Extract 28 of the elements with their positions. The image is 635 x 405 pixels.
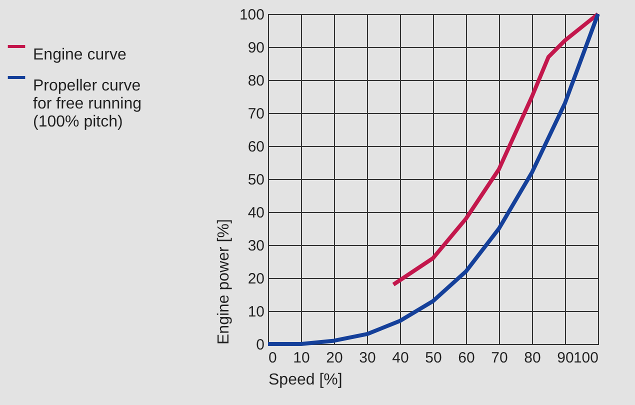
y-tick-label: 0 [256,336,264,354]
x-tick-label: 100 [573,350,598,366]
y-tick-label: 30 [248,238,264,254]
y-tick-label: 50 [248,172,264,188]
y-tick-label: 40 [248,204,264,222]
line-series [391,12,600,287]
x-tick-label: 10 [293,350,310,366]
line-series [266,12,600,346]
y-tick-label: 100 [239,6,264,24]
y-tick-label: 80 [248,72,264,90]
y-axis-title: Engine power [%] [215,219,232,344]
x-tick-label: 50 [425,350,442,366]
y-tick-label: 90 [248,40,264,56]
y-tick-label: 20 [248,270,264,288]
x-tick-label: 20 [326,350,343,366]
y-tick-label: 60 [248,138,264,156]
x-tick-label: 40 [392,350,409,366]
x-tick-label: 90 [557,350,574,366]
y-tick-label: 70 [248,106,264,122]
x-tick-label: 0 [268,350,277,366]
legend-label: Engine curve [33,46,126,64]
x-tick-label: 30 [359,350,376,366]
x-axis-title: Speed [%] [268,372,342,388]
x-tick-label: 60 [458,350,475,366]
x-tick-label: 70 [491,350,508,366]
legend-label: Propeller curve for free running (100% pitch) [33,78,142,130]
y-tick-label: 10 [248,304,264,320]
x-tick-label: 80 [524,350,541,366]
